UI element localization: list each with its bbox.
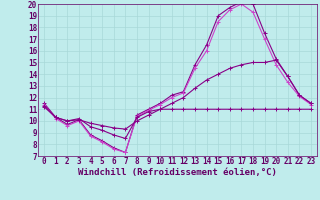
X-axis label: Windchill (Refroidissement éolien,°C): Windchill (Refroidissement éolien,°C) [78,168,277,177]
